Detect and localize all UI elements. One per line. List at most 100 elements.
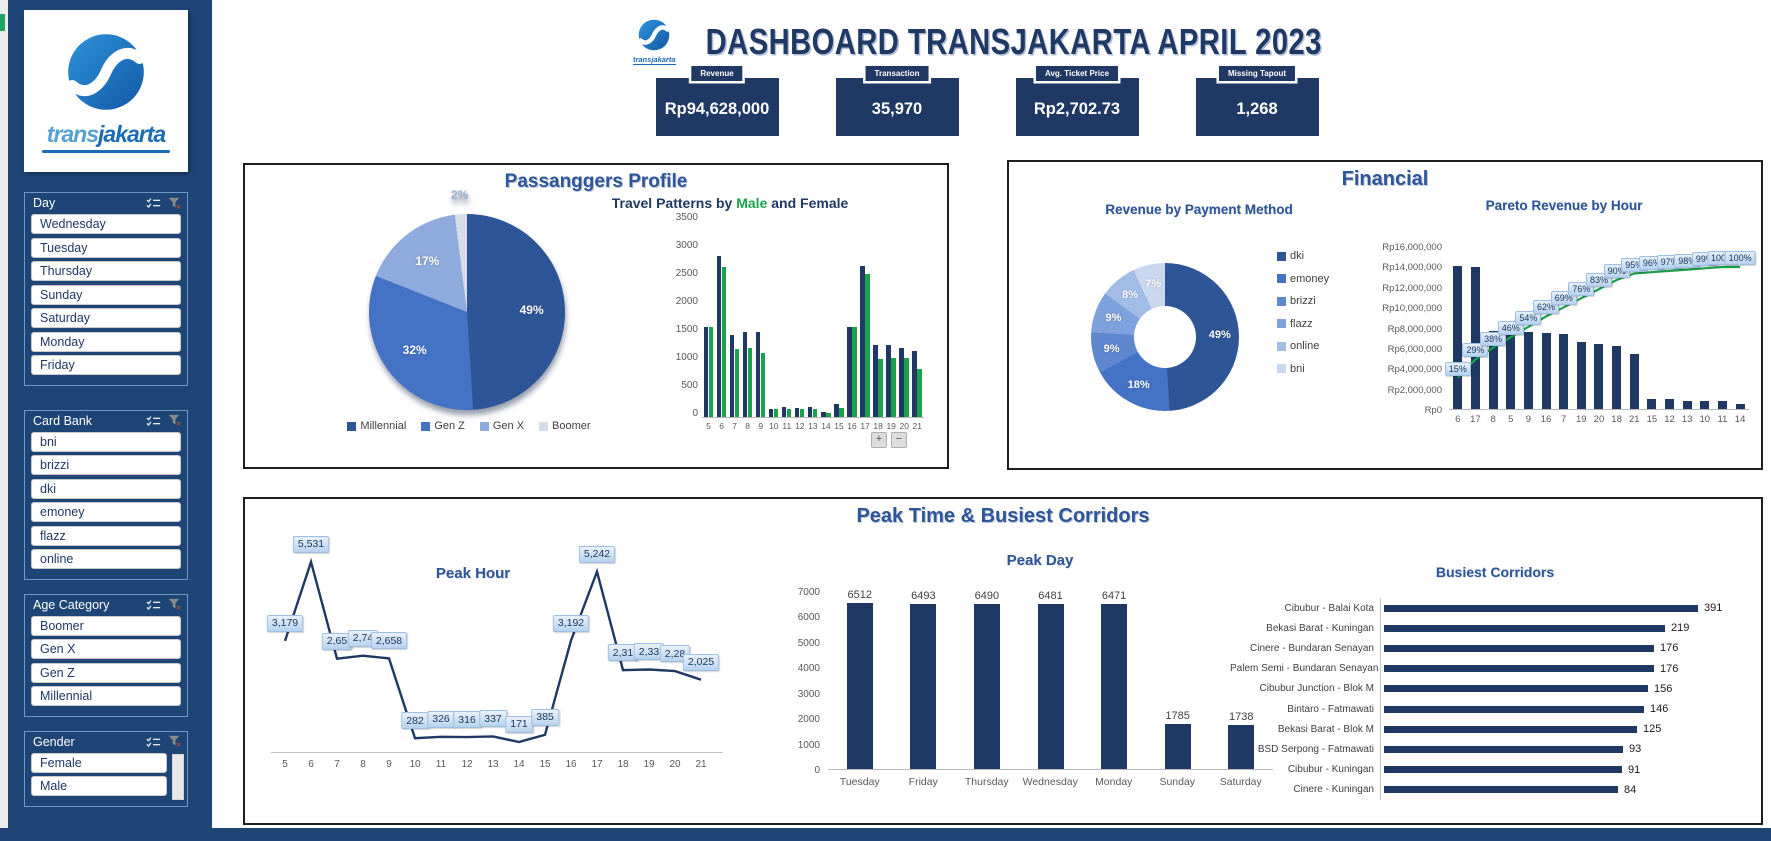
legend-item-boomer: Boomer: [539, 420, 591, 432]
slicer-item-emoney[interactable]: emoney: [31, 502, 181, 522]
corridor-bar-wrap: 176: [1380, 638, 1678, 659]
slicer-title-day: Day: [33, 196, 56, 210]
pie-slice-label-gen-z: 32%: [402, 343, 427, 358]
slicer-item-wednesday[interactable]: Wednesday: [31, 214, 181, 234]
slicer-item-gen-x[interactable]: Gen X: [31, 639, 181, 659]
peak-day-value-label: 6481: [1038, 590, 1063, 603]
x-tick-label: 18: [617, 759, 629, 770]
x-tick-label: Thursday: [964, 776, 1009, 788]
corridor-bar-wrap: 84: [1380, 779, 1636, 800]
pareto-bar-hour-14: [1735, 403, 1745, 409]
x-tick-label: 6: [719, 421, 724, 431]
x-tick-label: 20: [669, 759, 681, 770]
clear-filter-icon[interactable]: [168, 197, 181, 210]
slicer-item-monday[interactable]: Monday: [31, 331, 181, 352]
y-tick-label: 3500: [675, 212, 698, 223]
peak-hour-point-label: 5,242: [578, 545, 616, 563]
peak-day-bar-friday: [910, 603, 937, 769]
y-tick-label: 7000: [797, 587, 820, 598]
legend-swatch: [539, 421, 549, 431]
y-tick-label: 5000: [797, 637, 820, 649]
slicer-item-brizzi[interactable]: brizzi: [31, 455, 181, 475]
travel-plot-area: [702, 222, 924, 418]
payment-donut-chart: 49% 18% 9% 9% 8% 7%: [1091, 263, 1239, 411]
slicer-item-friday[interactable]: Friday: [31, 355, 181, 375]
kpi-card-missing-tapout: Missing Tapout 1,268: [1195, 66, 1319, 136]
corridor-bar-wrap: 91: [1380, 759, 1641, 780]
corridor-value-label: 156: [1654, 682, 1673, 695]
x-tick-label: 15: [1646, 414, 1658, 425]
slicer-item-sunday[interactable]: Sunday: [31, 284, 181, 305]
busiest-corridors-title: Busiest Corridors: [1435, 564, 1555, 580]
y-tick-label: 500: [681, 380, 698, 391]
slicer-item-online[interactable]: online: [31, 549, 181, 569]
slicer-item-dki[interactable]: dki: [31, 478, 181, 499]
corridor-label: Palem Semi - Bundaran Senayan: [1230, 663, 1379, 675]
x-tick-label: 10: [409, 759, 421, 770]
peak-hour-line: [283, 557, 702, 744]
slicer-scrollbar[interactable]: [172, 753, 184, 800]
corridor-bar: [1384, 644, 1654, 652]
slicer-title-gender: Gender: [33, 734, 75, 749]
logo-card: transjakarta: [24, 10, 188, 172]
zoom-in-button[interactable]: +: [871, 432, 887, 448]
travel-bar-male-20: [904, 357, 909, 417]
x-tick-label: 9: [1525, 414, 1532, 425]
peak-day-bar-monday: [1101, 604, 1128, 769]
x-tick-label: 15: [539, 759, 551, 770]
slicer-item-saturday[interactable]: Saturday: [31, 308, 181, 328]
zoom-out-button[interactable]: −: [891, 432, 907, 448]
x-tick-label: 5: [1508, 414, 1514, 425]
y-tick-label: 1000: [675, 352, 698, 363]
peak-hour-point-label: 2,65: [321, 632, 353, 650]
multiselect-icon[interactable]: [146, 415, 161, 427]
multiselect-icon[interactable]: [146, 197, 161, 209]
legend-swatch: [347, 421, 357, 431]
pareto-bar-hour-13: [1682, 400, 1692, 409]
peak-day-title: Peak Day: [1006, 552, 1074, 569]
slicer-items-day: Wednesday Tuesday Thursday Sunday Saturday Mo…: [25, 212, 187, 385]
clear-filter-icon[interactable]: [168, 414, 181, 427]
transjakarta-logo-icon: [64, 30, 148, 119]
x-tick-label: 11: [435, 759, 447, 770]
x-tick-label: 12: [461, 759, 473, 770]
x-tick-label: Saturday: [1219, 776, 1262, 788]
slicer-item-flazz[interactable]: flazz: [31, 525, 181, 546]
x-tick-label: Wednesday: [1022, 776, 1078, 788]
chart-zoom-controls: + −: [871, 429, 911, 448]
slicer-item-thursday[interactable]: Thursday: [31, 261, 181, 281]
slicer-item-boomer[interactable]: Boomer: [31, 615, 181, 636]
travel-bar-female-21: [912, 350, 917, 417]
travel-title-segment: Male: [736, 195, 768, 211]
slicer-item-tuesday[interactable]: Tuesday: [31, 237, 181, 258]
legend-label: dki: [1290, 250, 1305, 262]
multiselect-icon[interactable]: [146, 599, 161, 611]
legend-item-gen-z: Gen Z: [421, 420, 465, 432]
busiest-corridors-rows: Cibubur - Balai Kota 391 Bekasi Barat - Ku…: [1230, 598, 1760, 800]
travel-bar-male-10: [773, 409, 779, 417]
slicer-item-female[interactable]: Female: [31, 752, 167, 773]
travel-bar-female-18: [873, 345, 878, 417]
slicer-item-male[interactable]: Male: [31, 776, 167, 796]
x-tick-label: 14: [821, 421, 831, 431]
clear-filter-icon[interactable]: [168, 598, 181, 611]
pareto-cumulative-line: [1457, 265, 1741, 379]
legend-item-bni: bni: [1277, 363, 1329, 375]
slicer-item-bni[interactable]: bni: [31, 431, 181, 452]
slicer-item-millennial[interactable]: Millennial: [31, 686, 181, 706]
multiselect-icon[interactable]: [146, 736, 161, 748]
clear-filter-icon[interactable]: [168, 735, 181, 748]
slicer-age-category: Age Category Boomer Gen X Gen Z Millennial: [24, 593, 188, 717]
slicer-item-gen-z[interactable]: Gen Z: [31, 662, 181, 683]
kpi-value-revenue: Rp94,628,000: [664, 100, 770, 118]
pareto-bar-hour-18: [1612, 345, 1622, 409]
travel-bar-male-18: [878, 359, 883, 417]
travel-bar-male-15: [839, 407, 844, 417]
travel-bar-male-6: [721, 267, 727, 417]
corridor-bar-wrap: 146: [1380, 698, 1668, 720]
y-tick-label: 4000: [797, 663, 820, 675]
kpi-label-revenue: Revenue: [691, 66, 743, 81]
corridor-value-label: 91: [1628, 763, 1641, 776]
age-pie-chart: 49% 32% 17% 2%: [369, 188, 565, 410]
travel-bar-female-12: [794, 407, 800, 417]
